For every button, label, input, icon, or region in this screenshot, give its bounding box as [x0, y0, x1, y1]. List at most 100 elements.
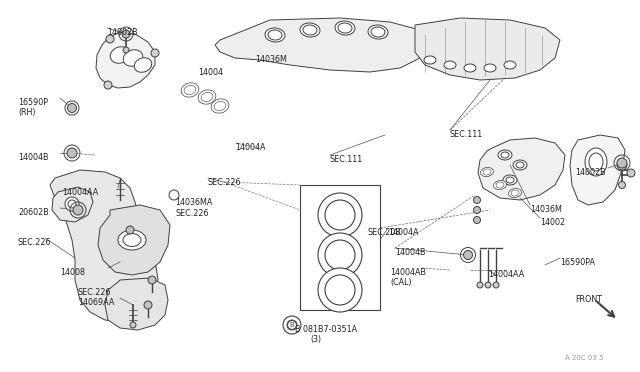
Text: (RH): (RH) — [18, 108, 35, 117]
Text: 16590P: 16590P — [18, 98, 48, 107]
Ellipse shape — [118, 230, 146, 250]
Ellipse shape — [268, 30, 282, 40]
Ellipse shape — [338, 23, 352, 33]
Circle shape — [126, 226, 134, 234]
Circle shape — [474, 206, 481, 214]
Text: 14036MA: 14036MA — [175, 198, 212, 207]
Ellipse shape — [198, 90, 216, 104]
Text: (3): (3) — [310, 335, 321, 344]
Circle shape — [318, 268, 362, 312]
Text: 14004B: 14004B — [18, 153, 49, 162]
Ellipse shape — [110, 47, 130, 63]
Text: SEC.208: SEC.208 — [368, 228, 401, 237]
Ellipse shape — [214, 102, 226, 110]
Circle shape — [130, 322, 136, 328]
Polygon shape — [96, 32, 155, 88]
Polygon shape — [105, 278, 168, 330]
Polygon shape — [98, 205, 170, 275]
Circle shape — [68, 200, 76, 208]
Ellipse shape — [503, 175, 517, 185]
Ellipse shape — [303, 25, 317, 35]
Circle shape — [474, 196, 481, 203]
Bar — [300, 185, 380, 310]
Text: B: B — [290, 322, 294, 328]
Text: 14004A: 14004A — [388, 228, 419, 237]
Text: 14036M: 14036M — [255, 55, 287, 64]
Circle shape — [325, 200, 355, 230]
Text: B 081B7-0351A: B 081B7-0351A — [295, 325, 357, 334]
Polygon shape — [52, 187, 93, 222]
Text: 14002: 14002 — [540, 218, 565, 227]
Circle shape — [618, 182, 625, 189]
Circle shape — [627, 169, 635, 177]
Ellipse shape — [509, 189, 522, 198]
Circle shape — [325, 240, 355, 270]
Ellipse shape — [265, 28, 285, 42]
Circle shape — [477, 282, 483, 288]
Text: 14002B: 14002B — [575, 168, 605, 177]
Ellipse shape — [498, 150, 512, 160]
Circle shape — [122, 30, 130, 38]
Ellipse shape — [585, 148, 607, 176]
Polygon shape — [415, 18, 560, 80]
Text: SEC.111: SEC.111 — [330, 155, 364, 164]
Circle shape — [106, 35, 114, 43]
Text: SEC.111: SEC.111 — [450, 130, 483, 139]
Ellipse shape — [134, 58, 152, 72]
Ellipse shape — [335, 21, 355, 35]
Circle shape — [169, 190, 179, 200]
Ellipse shape — [184, 86, 196, 94]
Ellipse shape — [484, 64, 496, 72]
Ellipse shape — [516, 162, 524, 168]
Circle shape — [318, 193, 362, 237]
Circle shape — [104, 81, 112, 89]
Ellipse shape — [513, 160, 527, 170]
Ellipse shape — [506, 177, 514, 183]
Text: 14004B: 14004B — [395, 248, 426, 257]
Circle shape — [474, 217, 481, 224]
Ellipse shape — [481, 167, 493, 177]
Circle shape — [73, 205, 83, 215]
Circle shape — [67, 103, 77, 112]
Ellipse shape — [300, 23, 320, 37]
Text: A 20C 03 5: A 20C 03 5 — [565, 355, 604, 361]
Text: 14004: 14004 — [198, 68, 223, 77]
Polygon shape — [570, 135, 625, 205]
Ellipse shape — [464, 64, 476, 72]
Text: 14004AB: 14004AB — [390, 268, 426, 277]
Polygon shape — [478, 138, 565, 200]
Text: FRONT: FRONT — [575, 295, 602, 304]
Ellipse shape — [371, 27, 385, 37]
Circle shape — [67, 148, 77, 158]
Ellipse shape — [511, 190, 519, 196]
Text: (CAL): (CAL) — [390, 278, 412, 287]
Text: SEC.226: SEC.226 — [208, 178, 241, 187]
Text: SEC.226: SEC.226 — [175, 209, 209, 218]
Text: 14002B: 14002B — [107, 28, 138, 37]
Text: 20602B: 20602B — [18, 208, 49, 217]
Text: 16590PA: 16590PA — [560, 258, 595, 267]
Circle shape — [617, 158, 627, 168]
Text: 14004A: 14004A — [235, 143, 266, 152]
Ellipse shape — [368, 25, 388, 39]
Circle shape — [485, 282, 491, 288]
Ellipse shape — [201, 92, 213, 102]
Circle shape — [65, 197, 79, 211]
Text: 14036M: 14036M — [530, 205, 562, 214]
Ellipse shape — [123, 234, 141, 247]
Ellipse shape — [504, 61, 516, 69]
Circle shape — [151, 49, 159, 57]
Text: 14004AA: 14004AA — [488, 270, 524, 279]
Ellipse shape — [211, 99, 229, 113]
Ellipse shape — [444, 61, 456, 69]
Circle shape — [148, 276, 156, 284]
Polygon shape — [215, 18, 430, 72]
Ellipse shape — [181, 83, 199, 97]
Text: 14069AA: 14069AA — [78, 298, 115, 307]
Circle shape — [325, 275, 355, 305]
Text: 14004AA: 14004AA — [62, 188, 99, 197]
Circle shape — [617, 160, 627, 170]
Circle shape — [463, 250, 472, 260]
Text: 14008: 14008 — [60, 268, 85, 277]
Ellipse shape — [124, 50, 143, 66]
